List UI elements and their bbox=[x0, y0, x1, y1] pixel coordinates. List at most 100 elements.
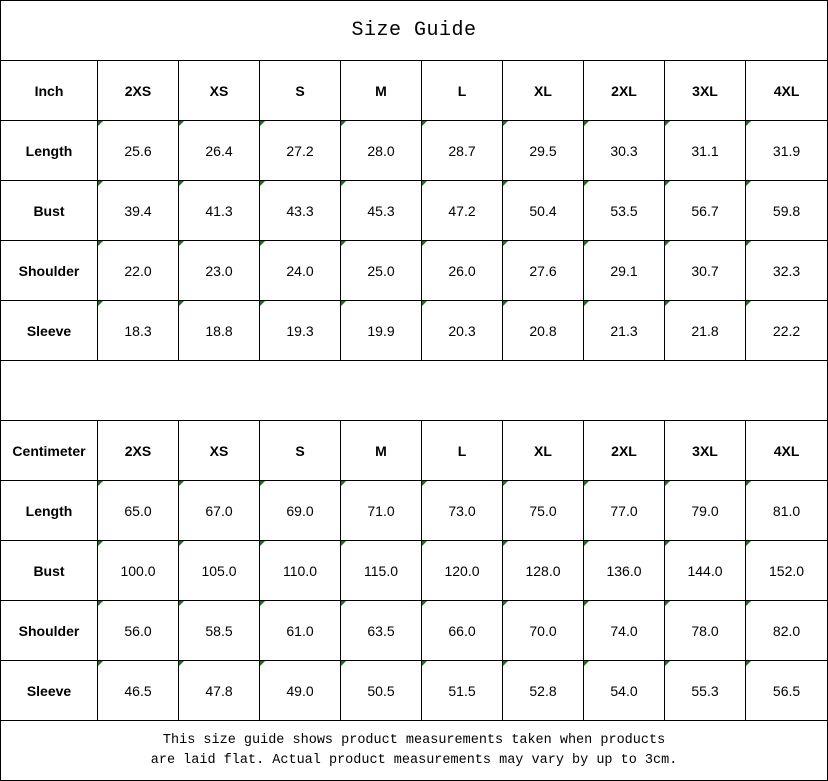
measurement-label: Shoulder bbox=[0, 240, 98, 301]
measurement-value: 56.5 bbox=[744, 660, 828, 721]
table-row: Bust 100.0 105.0 110.0 115.0 120.0 128.0 136.0 1… bbox=[0, 540, 828, 601]
measurement-value: 61.0 bbox=[259, 600, 341, 661]
size-header: 2XS bbox=[97, 420, 179, 481]
measurement-value: 26.0 bbox=[421, 240, 503, 301]
measurement-value: 18.3 bbox=[97, 300, 179, 361]
size-header: XS bbox=[178, 420, 260, 481]
size-header: XL bbox=[502, 60, 584, 121]
table-row: Shoulder 22.0 23.0 24.0 25.0 26.0 27.6 29.1 30.7… bbox=[0, 240, 828, 301]
footer-row: This size guide shows product measuremen… bbox=[0, 720, 828, 781]
measurement-value: 22.0 bbox=[97, 240, 179, 301]
measurement-label: Length bbox=[0, 480, 98, 541]
measurement-value: 22.2 bbox=[744, 300, 828, 361]
header-row: Centimeter 2XS XS S M L XL 2XL 3XL 4XL bbox=[0, 420, 828, 481]
measurement-value: 110.0 bbox=[259, 540, 341, 601]
measurement-value: 66.0 bbox=[421, 600, 503, 661]
size-header: 3XL bbox=[664, 420, 746, 481]
measurement-value: 26.4 bbox=[178, 120, 260, 181]
unit-label: Inch bbox=[0, 60, 98, 121]
measurement-value: 49.0 bbox=[259, 660, 341, 721]
measurement-value: 30.7 bbox=[664, 240, 746, 301]
measurement-value: 24.0 bbox=[259, 240, 341, 301]
measurement-value: 55.3 bbox=[664, 660, 746, 721]
size-header: XL bbox=[502, 420, 584, 481]
table-row: Sleeve 18.3 18.8 19.3 19.9 20.3 20.8 21.3 21.8 22… bbox=[0, 300, 828, 361]
measurement-value: 19.9 bbox=[340, 300, 422, 361]
measurement-value: 29.1 bbox=[583, 240, 665, 301]
measurement-value: 20.8 bbox=[502, 300, 584, 361]
measurement-label: Sleeve bbox=[0, 300, 98, 361]
table-row: Sleeve 46.5 47.8 49.0 50.5 51.5 52.8 54.0 55.3 56… bbox=[0, 660, 828, 721]
footer-line: are laid flat. Actual product measuremen… bbox=[150, 752, 678, 768]
measurement-value: 120.0 bbox=[421, 540, 503, 601]
measurement-value: 32.3 bbox=[744, 240, 828, 301]
measurement-value: 50.5 bbox=[340, 660, 422, 721]
measurement-value: 47.8 bbox=[178, 660, 260, 721]
measurement-label: Shoulder bbox=[0, 600, 98, 661]
measurement-value: 21.8 bbox=[664, 300, 746, 361]
table-row: Bust 39.4 41.3 43.3 45.3 47.2 50.4 53.5 56.7 59.8 bbox=[0, 180, 828, 241]
measurement-value: 31.1 bbox=[664, 120, 746, 181]
measurement-value: 128.0 bbox=[502, 540, 584, 601]
spacer-row bbox=[0, 360, 828, 421]
measurement-value: 25.6 bbox=[97, 120, 179, 181]
size-header: 2XS bbox=[97, 60, 179, 121]
footer-note: This size guide shows product measuremen… bbox=[0, 720, 828, 781]
measurement-value: 73.0 bbox=[421, 480, 503, 541]
measurement-value: 100.0 bbox=[97, 540, 179, 601]
size-header: L bbox=[421, 420, 503, 481]
measurement-label: Bust bbox=[0, 540, 98, 601]
size-header: S bbox=[259, 60, 341, 121]
measurement-value: 51.5 bbox=[421, 660, 503, 721]
measurement-value: 46.5 bbox=[97, 660, 179, 721]
measurement-value: 56.0 bbox=[97, 600, 179, 661]
spacer-cell bbox=[0, 360, 828, 421]
measurement-value: 63.5 bbox=[340, 600, 422, 661]
measurement-value: 28.0 bbox=[340, 120, 422, 181]
size-header: M bbox=[340, 60, 422, 121]
measurement-value: 67.0 bbox=[178, 480, 260, 541]
measurement-value: 30.3 bbox=[583, 120, 665, 181]
measurement-value: 41.3 bbox=[178, 180, 260, 241]
measurement-label: Length bbox=[0, 120, 98, 181]
measurement-value: 58.5 bbox=[178, 600, 260, 661]
measurement-value: 18.8 bbox=[178, 300, 260, 361]
size-header: XS bbox=[178, 60, 260, 121]
size-header: 4XL bbox=[744, 420, 828, 481]
header-row: Inch 2XS XS S M L XL 2XL 3XL 4XL bbox=[0, 60, 828, 121]
size-header: 2XL bbox=[583, 420, 665, 481]
title-row: Size Guide bbox=[0, 0, 828, 61]
measurement-label: Bust bbox=[0, 180, 98, 241]
measurement-value: 136.0 bbox=[583, 540, 665, 601]
measurement-value: 69.0 bbox=[259, 480, 341, 541]
unit-label: Centimeter bbox=[0, 420, 98, 481]
measurement-label: Sleeve bbox=[0, 660, 98, 721]
measurement-value: 20.3 bbox=[421, 300, 503, 361]
size-header: 2XL bbox=[583, 60, 665, 121]
measurement-value: 59.8 bbox=[744, 180, 828, 241]
measurement-value: 39.4 bbox=[97, 180, 179, 241]
measurement-value: 31.9 bbox=[744, 120, 828, 181]
measurement-value: 19.3 bbox=[259, 300, 341, 361]
measurement-value: 53.5 bbox=[583, 180, 665, 241]
table-row: Length 65.0 67.0 69.0 71.0 73.0 75.0 77.0 79.0 81… bbox=[0, 480, 828, 541]
measurement-value: 52.8 bbox=[502, 660, 584, 721]
measurement-value: 78.0 bbox=[664, 600, 746, 661]
measurement-value: 47.2 bbox=[421, 180, 503, 241]
measurement-value: 56.7 bbox=[664, 180, 746, 241]
measurement-value: 29.5 bbox=[502, 120, 584, 181]
size-header: 3XL bbox=[664, 60, 746, 121]
size-header: S bbox=[259, 420, 341, 481]
size-header: M bbox=[340, 420, 422, 481]
measurement-value: 23.0 bbox=[178, 240, 260, 301]
measurement-value: 21.3 bbox=[583, 300, 665, 361]
measurement-value: 82.0 bbox=[744, 600, 828, 661]
measurement-value: 25.0 bbox=[340, 240, 422, 301]
measurement-value: 144.0 bbox=[664, 540, 746, 601]
measurement-value: 81.0 bbox=[744, 480, 828, 541]
measurement-value: 71.0 bbox=[340, 480, 422, 541]
page-title: Size Guide bbox=[0, 0, 828, 61]
table-row: Shoulder 56.0 58.5 61.0 63.5 66.0 70.0 74.0 78.0… bbox=[0, 600, 828, 661]
measurement-value: 152.0 bbox=[744, 540, 828, 601]
